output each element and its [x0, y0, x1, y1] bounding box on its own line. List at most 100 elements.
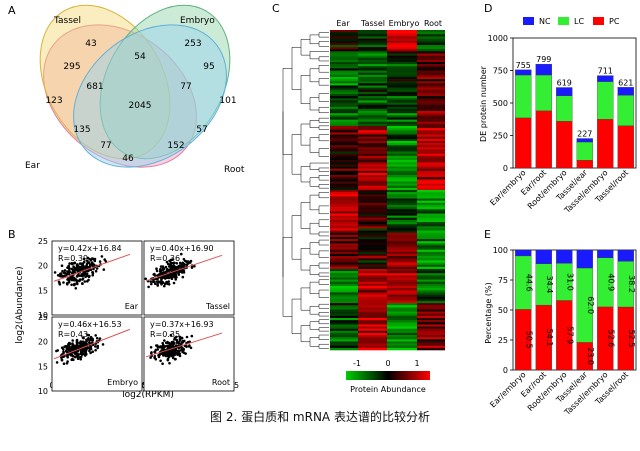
- heatmap-cell: [387, 130, 417, 133]
- scatter-point: [190, 266, 194, 269]
- heatmap-cell: [330, 305, 358, 308]
- heatmap-cell: [387, 228, 417, 231]
- scatter-point: [149, 356, 152, 359]
- scatter-point: [178, 261, 182, 265]
- heatmap-cell: [358, 138, 387, 142]
- heatmap-cell: [387, 155, 417, 159]
- heatmap-cell: [417, 119, 445, 123]
- heatmap-cell: [387, 211, 417, 214]
- venn-count: 57: [196, 125, 207, 135]
- heatmap-cell: [387, 204, 417, 208]
- heatmap-cell: [387, 202, 417, 206]
- heatmap-cell: [358, 70, 387, 73]
- heatmap-cell: [358, 311, 387, 315]
- y-tick-label: 0: [503, 164, 508, 173]
- heatmap-cell: [330, 104, 358, 108]
- heatmap-cell: [417, 126, 445, 129]
- scatter-point: [74, 355, 77, 359]
- heatmap-cell: [417, 34, 445, 37]
- heatmap-cell: [330, 121, 358, 125]
- heatmap-cell: [358, 273, 387, 276]
- heatmap-cell: [330, 89, 358, 93]
- panel-letter-b: B: [8, 228, 16, 241]
- heatmap-cell: [358, 219, 387, 223]
- scatter-point: [178, 352, 182, 356]
- heatmap-cell: [330, 339, 358, 342]
- legend-label-pc: PC: [609, 17, 620, 26]
- heatmap-cell: [387, 175, 417, 178]
- scatter-point: [91, 337, 94, 341]
- heatmap-cell: [417, 241, 445, 244]
- heatmap-cell: [417, 196, 445, 199]
- heatmap-cell: [387, 215, 417, 219]
- scatter-point: [86, 280, 89, 283]
- regression-line: [145, 332, 223, 358]
- scatter-point: [180, 348, 183, 352]
- heatmap-cell: [387, 279, 417, 283]
- scatter-point: [149, 346, 153, 349]
- scatter-point: [67, 266, 71, 270]
- heatmap-cell: [358, 307, 387, 310]
- scatter-point: [56, 349, 59, 352]
- bar-segment-nc: [617, 249, 634, 262]
- heatmap-cell: [387, 330, 417, 334]
- scatter-point: [100, 255, 104, 258]
- heatmap-cell: [330, 215, 358, 219]
- scatter-point: [70, 348, 74, 352]
- heatmap-cell: [358, 328, 387, 332]
- heatmap-cell: [330, 145, 358, 148]
- heatmap-cell: [330, 345, 358, 349]
- bar-segment-nc: [535, 63, 552, 76]
- heatmap-cell: [330, 151, 358, 155]
- heatmap-cell: [417, 228, 445, 231]
- scatter-point: [73, 352, 77, 355]
- heatmap-cell: [417, 298, 445, 302]
- heatmap-cell: [330, 55, 358, 59]
- heatmap-cell: [330, 83, 358, 86]
- heatmap-cell: [358, 36, 387, 39]
- venn-root: [73, 24, 227, 168]
- regression-line: [53, 253, 131, 282]
- heatmap-cell: [417, 247, 445, 251]
- scatter-point: [170, 261, 173, 265]
- heatmap-cell: [330, 128, 358, 131]
- heatmap-cell: [387, 164, 417, 167]
- scatter-point: [94, 345, 97, 348]
- scatter-point: [95, 267, 99, 270]
- heatmap-cell: [417, 51, 445, 54]
- heatmap-cell: [330, 311, 358, 315]
- scatter-y-tick: 15: [38, 362, 48, 371]
- heatmap-cell: [387, 170, 417, 174]
- heatmap-cell: [330, 32, 358, 35]
- heatmap-cell: [417, 277, 445, 280]
- heatmap-cell: [387, 168, 417, 172]
- heatmap-cell: [330, 256, 358, 259]
- heatmap-cell: [358, 313, 387, 317]
- heatmap-cell: [330, 36, 358, 39]
- scatter-point: [73, 261, 77, 265]
- heatmap-cell: [330, 100, 358, 103]
- bar-segment-pc: [576, 160, 593, 169]
- heatmap-cell: [387, 271, 417, 274]
- heatmap-cell: [330, 341, 358, 344]
- heatmap-cell: [330, 322, 358, 325]
- heatmap-cell: [417, 256, 445, 259]
- tissue-label: Embryo: [107, 378, 138, 387]
- heatmap-cell: [358, 300, 387, 304]
- heatmap-cell: [417, 215, 445, 219]
- heatmap-cell: [387, 286, 417, 289]
- scatter-point: [83, 280, 87, 283]
- venn-count: 135: [73, 125, 90, 135]
- heatmap-cell: [387, 268, 417, 272]
- tissue-label: Root: [212, 378, 230, 387]
- heatmap-cell: [330, 230, 358, 233]
- heatmap-cell: [330, 296, 358, 300]
- scatter-point: [186, 340, 190, 344]
- scatter-point: [167, 345, 170, 348]
- heatmap-cell: [330, 172, 358, 176]
- heatmap-cell: [387, 217, 417, 221]
- venn-count: 77: [180, 82, 191, 92]
- bar-segment-lc: [556, 95, 573, 122]
- bar-segment-pc: [556, 121, 573, 169]
- legend-label-lc: LC: [574, 17, 584, 26]
